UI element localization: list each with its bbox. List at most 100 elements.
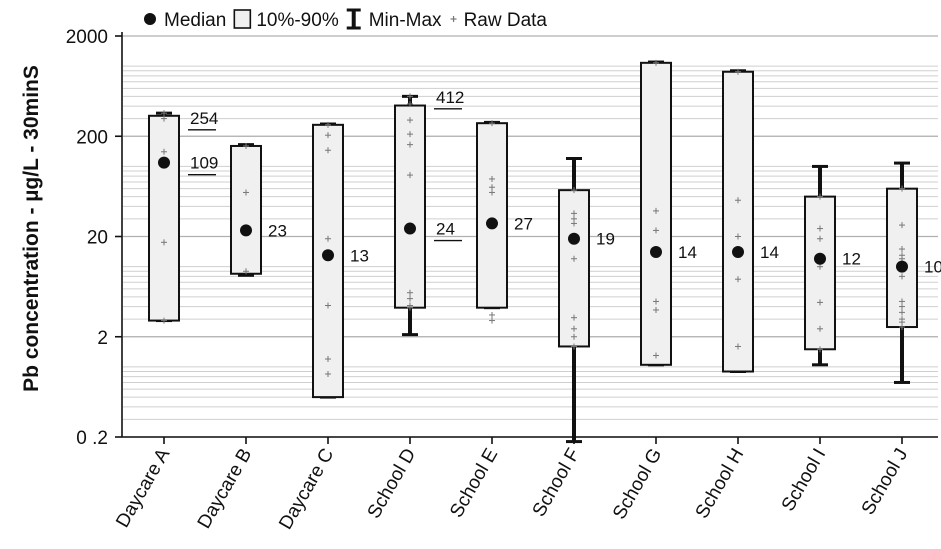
raw-data-point	[817, 225, 823, 232]
raw-data-point	[571, 255, 577, 262]
raw-data-point	[325, 355, 331, 362]
raw-data-point	[325, 132, 331, 139]
raw-data-point	[243, 142, 249, 149]
legend-label: Raw Data	[464, 10, 548, 31]
median-dot	[240, 224, 252, 237]
raw-data-point	[899, 309, 905, 316]
median-label: 109	[190, 154, 218, 173]
raw-data-point	[571, 314, 577, 321]
box-group-10: School J 10	[858, 161, 941, 519]
raw-data-point	[899, 222, 905, 229]
y-tick-label: 20	[87, 228, 108, 249]
legend: Median 10%-90% Min-Max Raw Data	[144, 8, 548, 31]
raw-data-point	[489, 184, 495, 191]
x-category-label: Daycare C	[275, 445, 338, 533]
box-group-6: School F 19	[529, 156, 615, 520]
x-category-label: School E	[446, 445, 502, 521]
raw-data-point	[899, 298, 905, 305]
legend-label: Median	[164, 10, 226, 31]
max-label: 412	[436, 88, 464, 107]
raw-data-point	[243, 189, 249, 196]
raw-data-point	[571, 343, 577, 350]
raw-data-point	[735, 233, 741, 240]
raw-data-point	[243, 268, 249, 275]
raw-data-point	[325, 147, 331, 154]
percentile-box	[722, 70, 754, 373]
median-label: 24	[436, 220, 455, 239]
median-label: 19	[596, 230, 615, 249]
raw-data-point	[735, 68, 741, 75]
y-axis-title: Pb concentration - µg/L - 30minS	[20, 65, 43, 392]
raw-data-point	[817, 325, 823, 332]
raw-data-point	[899, 324, 905, 331]
median-label: 23	[268, 221, 287, 240]
raw-data-point	[817, 299, 823, 306]
percentile-box	[230, 144, 262, 275]
median-label: 12	[842, 250, 861, 269]
median-dot	[158, 156, 170, 169]
median-dot	[322, 249, 334, 262]
raw-data-point	[899, 246, 905, 253]
y-tick-label: 0 .2	[76, 428, 108, 449]
legend-label: 10%-90%	[256, 10, 338, 31]
percentile-box	[148, 114, 180, 322]
median-label: 10	[924, 258, 941, 277]
raw-data-point	[325, 371, 331, 378]
raw-data-point	[571, 210, 577, 217]
raw-data-point	[489, 120, 495, 127]
x-category-label: Daycare A	[112, 445, 174, 532]
median-dot	[650, 246, 662, 259]
raw-data-point	[407, 289, 413, 296]
raw-data-point	[407, 100, 413, 107]
median-dot	[568, 232, 580, 245]
raw-data-point	[899, 303, 905, 310]
box-group-7: School G 14	[609, 59, 697, 523]
raw-data-point	[735, 343, 741, 350]
raw-data-point	[489, 175, 495, 182]
x-category-label: School J	[858, 445, 913, 519]
raw-data-point	[161, 110, 167, 117]
raw-data-point	[407, 93, 413, 100]
x-category-label: Daycare B	[194, 445, 257, 532]
raw-data-point	[161, 239, 167, 246]
percentile-box	[476, 122, 508, 309]
raw-data-point	[571, 325, 577, 332]
raw-data-point	[817, 235, 823, 242]
raw-data-point	[325, 302, 331, 309]
percentile-box	[804, 195, 836, 351]
box-group-2: Daycare B 23	[194, 142, 287, 532]
raw-data-point	[571, 220, 577, 227]
raw-data-point	[735, 197, 741, 204]
raw-data-point	[817, 193, 823, 200]
x-category-label: School I	[778, 445, 831, 515]
box-group-3: Daycare C 13	[275, 121, 369, 533]
raw-data-point	[653, 227, 659, 234]
raw-data-point	[489, 189, 495, 196]
median-label: 14	[678, 243, 697, 262]
raw-data-point	[653, 306, 659, 313]
raw-data-point	[489, 311, 495, 318]
raw-data-point	[407, 141, 413, 148]
x-category-label: School F	[529, 445, 585, 520]
raw-data-point	[571, 333, 577, 340]
box-group-1: Daycare A 109 254	[112, 109, 218, 532]
legend-label: Min-Max	[369, 10, 442, 31]
raw-data-point	[735, 276, 741, 283]
max-label: 254	[190, 109, 218, 128]
median-dot	[732, 246, 744, 259]
median-dot	[896, 260, 908, 273]
grid-lines	[123, 35, 938, 438]
raw-data-point	[161, 317, 167, 324]
median-dot	[814, 252, 826, 265]
raw-data-point	[325, 235, 331, 242]
raw-data-point	[817, 346, 823, 353]
raw-data-point	[407, 295, 413, 302]
raw-data-point	[653, 352, 659, 359]
raw-data-point	[653, 59, 659, 66]
median-label: 14	[760, 243, 779, 262]
y-tick-label: 2000	[66, 27, 108, 48]
x-category-label: School D	[364, 445, 421, 522]
raw-data-point	[161, 148, 167, 155]
